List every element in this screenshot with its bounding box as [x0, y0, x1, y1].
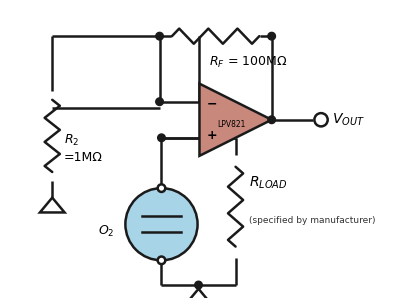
Circle shape	[125, 188, 198, 260]
Text: LPV821: LPV821	[217, 120, 246, 129]
Text: $V_{OUT}$: $V_{OUT}$	[332, 112, 365, 128]
Text: $R_{LOAD}$: $R_{LOAD}$	[249, 175, 287, 191]
Text: −: −	[207, 97, 217, 110]
Circle shape	[158, 134, 165, 142]
Text: (specified by manufacturer): (specified by manufacturer)	[249, 216, 375, 225]
Text: $R_F$ = 100MΩ: $R_F$ = 100MΩ	[209, 55, 287, 70]
Text: $R_2$
=1MΩ: $R_2$ =1MΩ	[63, 133, 103, 164]
Polygon shape	[200, 84, 272, 156]
Circle shape	[156, 98, 163, 106]
Circle shape	[268, 116, 275, 124]
Text: $O_2$: $O_2$	[97, 224, 114, 239]
Circle shape	[158, 184, 165, 192]
Circle shape	[195, 281, 202, 289]
Circle shape	[268, 32, 275, 40]
Text: +: +	[207, 129, 218, 143]
Circle shape	[158, 256, 165, 264]
Circle shape	[156, 32, 163, 40]
Circle shape	[314, 113, 328, 126]
